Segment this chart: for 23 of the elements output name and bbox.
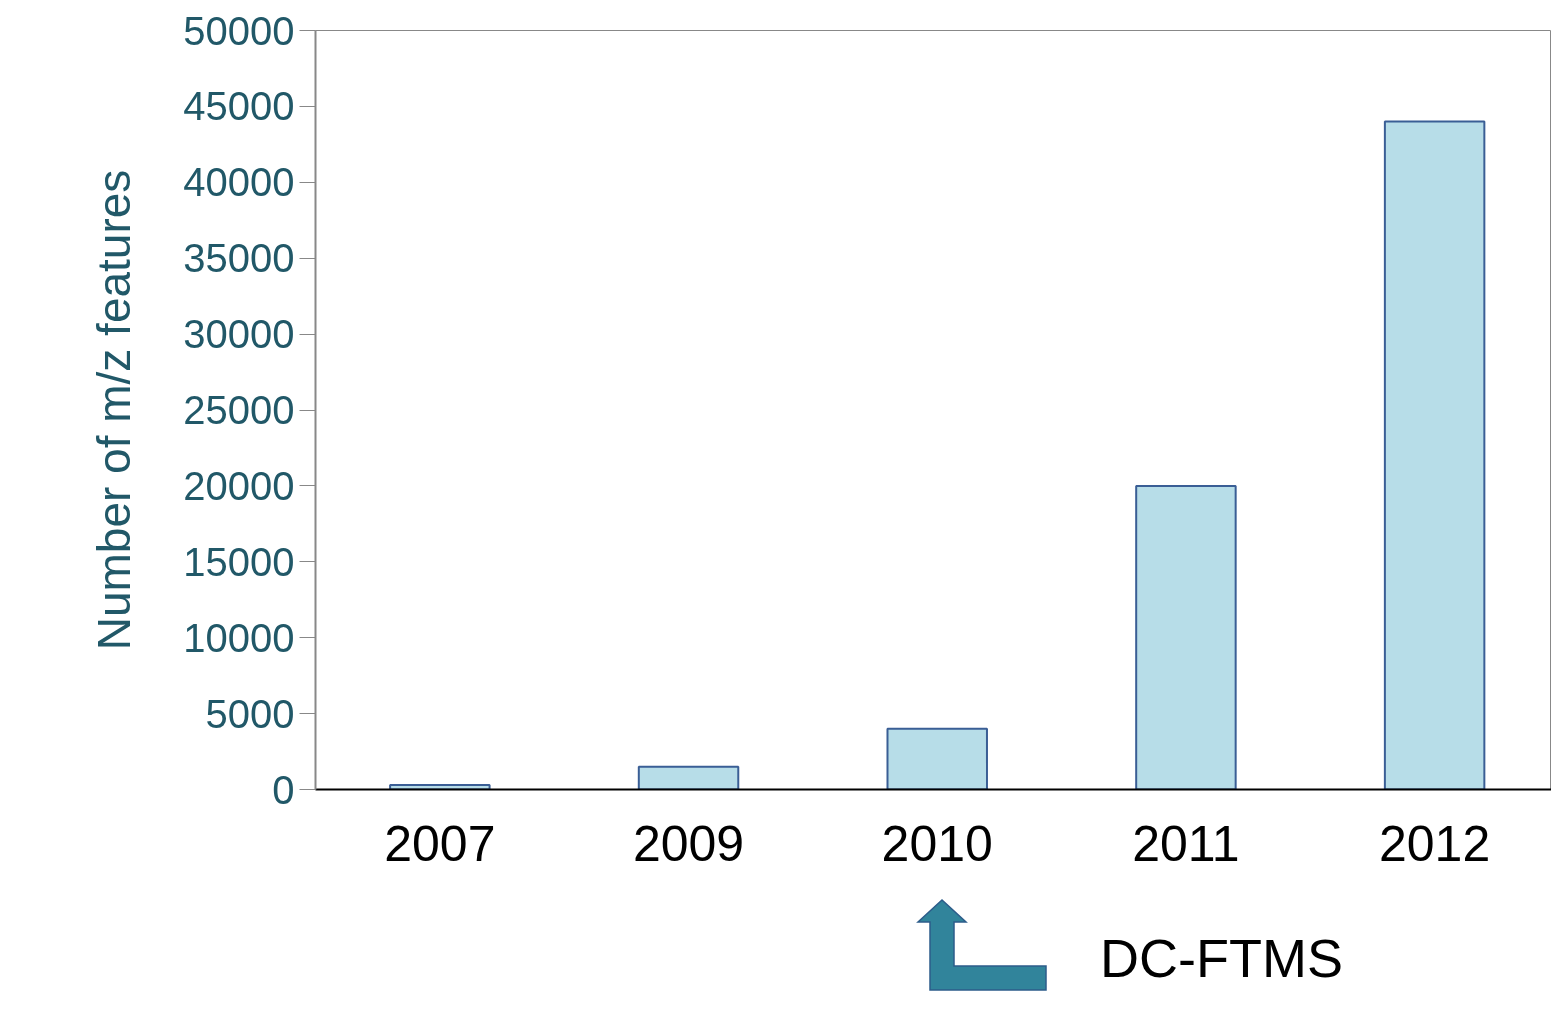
x-tick-label: 2009 bbox=[632, 815, 745, 872]
y-tick-label: 45000 bbox=[183, 84, 295, 129]
y-tick-label: 10000 bbox=[183, 615, 295, 660]
bar bbox=[1135, 484, 1237, 790]
x-tick-label: 2007 bbox=[384, 815, 496, 872]
bar bbox=[1383, 120, 1486, 790]
y-axis-title: Number of m/z features bbox=[88, 169, 141, 651]
y-tick-label: 40000 bbox=[183, 160, 295, 205]
y-tick-label: 25000 bbox=[183, 388, 295, 432]
y-tick-label: 30000 bbox=[183, 312, 295, 357]
text: DC-FTMS bbox=[1100, 928, 1343, 988]
y-tick-label: 20000 bbox=[183, 463, 295, 508]
y-tick-label: 15000 bbox=[183, 539, 295, 584]
x-tick-label: 2011 bbox=[1132, 815, 1240, 872]
bar bbox=[637, 765, 740, 790]
bar bbox=[389, 783, 491, 790]
x-tick-label: 2012 bbox=[1379, 815, 1491, 872]
y-tick-label: 50000 bbox=[183, 8, 295, 53]
y-tick-label: 35000 bbox=[183, 236, 295, 281]
bar bbox=[886, 727, 988, 790]
x-tick-label: 2010 bbox=[881, 815, 993, 872]
y-tick-label: 0 bbox=[272, 767, 295, 812]
y-tick-label: 5000 bbox=[205, 691, 295, 736]
